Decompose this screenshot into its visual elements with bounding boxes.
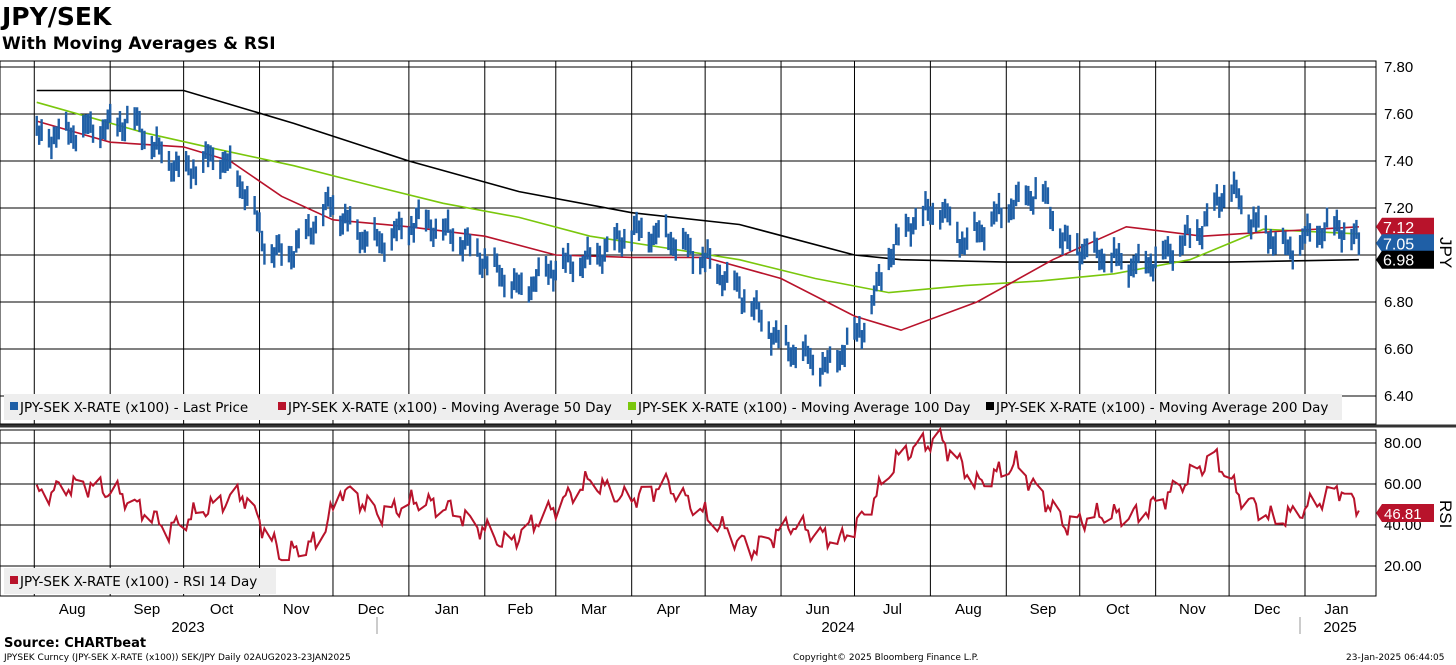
price-tick-label: 7.60 — [1384, 106, 1413, 123]
x-month-label: Sep — [134, 601, 161, 618]
legend-label: JPY-SEK X-RATE (x100) - RSI 14 Day — [19, 574, 257, 590]
x-year-label: 2023 — [171, 619, 204, 636]
x-month-label: Dec — [1254, 601, 1281, 618]
rsi-tick-label: 20.00 — [1384, 558, 1422, 575]
x-month-label: Oct — [210, 601, 234, 618]
price-tick-label: 6.60 — [1384, 341, 1413, 358]
grid-layer — [0, 60, 1456, 597]
x-year-label: 2024 — [821, 619, 854, 636]
x-month-label: Oct — [1106, 601, 1130, 618]
x-month-label: Dec — [358, 601, 385, 618]
x-year-label: 2025 — [1323, 619, 1356, 636]
legend-label: JPY-SEK X-RATE (x100) - Last Price — [19, 400, 248, 416]
price-tick-label: 6.40 — [1384, 388, 1413, 405]
rsi-panel-frame — [0, 429, 1377, 597]
series-layer — [35, 89, 1361, 562]
timestamp-note: 23-Jan-2025 06:44:05 — [1346, 653, 1445, 663]
price-last-value-flag-text: 7.05 — [1383, 236, 1414, 253]
legend-swatch — [10, 402, 18, 410]
axes-layer: 7.807.607.407.206.806.606.4080.0060.0040… — [59, 59, 1455, 636]
copyright-note: Copyright© 2025 Bloomberg Finance L.P. — [793, 653, 979, 663]
legend-label: JPY-SEK X-RATE (x100) - Moving Average 2… — [995, 400, 1328, 416]
ma200-last-value-flag — [1376, 250, 1434, 269]
x-month-label: Apr — [657, 601, 680, 618]
x-month-label: Jan — [1324, 601, 1348, 618]
chart-subtitle: With Moving Averages & RSI — [2, 34, 276, 54]
legend-label: JPY-SEK X-RATE (x100) - Moving Average 5… — [287, 400, 612, 416]
price-panel-frame — [0, 60, 1377, 425]
x-month-label: Mar — [581, 601, 607, 618]
price-tick-label: 7.20 — [1384, 200, 1413, 217]
ma50-last-value-flag-text: 7.12 — [1383, 220, 1414, 237]
price-axis-title: JPY — [1436, 237, 1455, 268]
ma200-last-value-flag-text: 6.98 — [1383, 253, 1414, 270]
x-month-label: Nov — [1179, 601, 1206, 618]
x-month-label: Sep — [1030, 601, 1057, 618]
price-legend-box — [4, 394, 1342, 420]
rsi-axis-title: RSI — [1436, 500, 1455, 528]
legend-swatch — [278, 402, 286, 410]
x-month-label: Aug — [955, 601, 982, 618]
legend-swatch — [986, 402, 994, 410]
legend-label: JPY-SEK X-RATE (x100) - Moving Average 1… — [637, 400, 970, 416]
rsi-tick-label: 60.00 — [1384, 476, 1422, 493]
rsi-last-value-flag — [1376, 504, 1434, 523]
price-last-value-flag — [1376, 234, 1434, 253]
legend-layer: JPY-SEK X-RATE (x100) - Last Price JPY-SE… — [4, 394, 1342, 594]
ma200-line — [36, 89, 1359, 263]
ma100-line — [36, 101, 1359, 294]
legend-swatch — [10, 576, 18, 584]
rsi-last-value-text: 46.81 — [1384, 506, 1422, 523]
rsi-legend-box — [4, 568, 276, 594]
x-month-label: Nov — [283, 601, 310, 618]
x-month-label: Jul — [883, 601, 902, 618]
x-month-label: Jan — [435, 601, 459, 618]
ticker-note: JPYSEK Curncy (JPY-SEK X-RATE (x100)) SE… — [4, 653, 351, 663]
rsi-line — [35, 426, 1360, 562]
legend-swatch — [628, 402, 636, 410]
rsi-tick-label: 80.00 — [1384, 435, 1422, 452]
price-tick-label: 7.80 — [1384, 59, 1413, 76]
source-note: Source: CHARTbeat — [4, 636, 147, 651]
x-month-label: Aug — [59, 601, 86, 618]
price-tick-label: 7.40 — [1384, 153, 1413, 170]
x-month-label: Jun — [806, 601, 830, 618]
chart-title: JPY/SEK — [2, 2, 112, 31]
ma50-line — [36, 120, 1359, 332]
x-month-label: May — [729, 601, 758, 618]
x-month-label: Feb — [507, 601, 533, 618]
price-tick-label: 6.80 — [1384, 294, 1413, 311]
ma50-last-value-flag — [1376, 217, 1434, 236]
